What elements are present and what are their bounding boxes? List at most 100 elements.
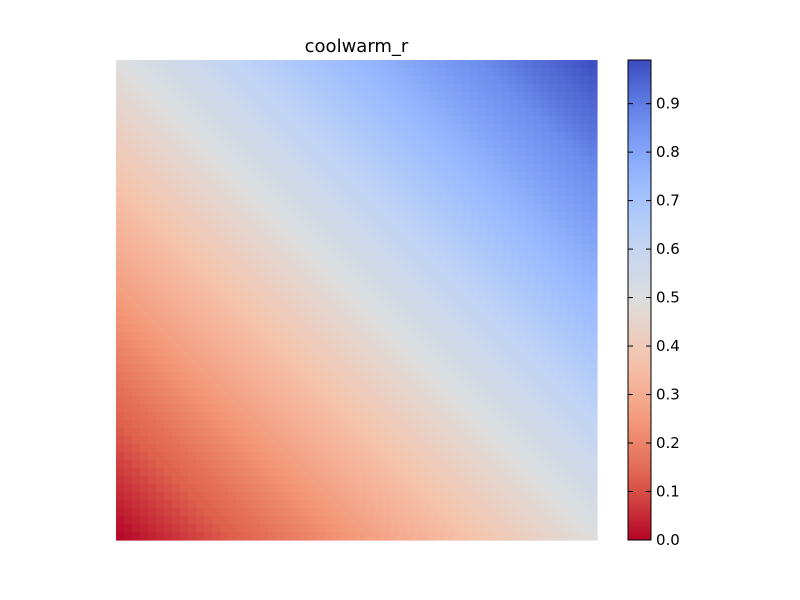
heatmap-cell bbox=[412, 172, 422, 181]
heatmap-cell bbox=[300, 228, 309, 237]
heatmap-cell bbox=[436, 156, 446, 165]
heatmap-cell bbox=[476, 516, 486, 525]
heatmap-cell bbox=[284, 364, 293, 373]
heatmap-cell bbox=[348, 124, 358, 133]
heatmap-cell bbox=[420, 260, 430, 269]
heatmap-cell bbox=[500, 340, 510, 349]
heatmap-cell bbox=[412, 428, 422, 437]
heatmap-cell bbox=[180, 124, 189, 133]
heatmap-cell bbox=[388, 436, 398, 445]
heatmap-cell bbox=[236, 404, 245, 413]
heatmap-cell bbox=[372, 516, 382, 525]
heatmap-cell bbox=[476, 244, 486, 253]
heatmap-cell bbox=[428, 412, 438, 421]
heatmap-cell bbox=[164, 244, 173, 253]
colorbar-tick-label: 0.1 bbox=[656, 483, 680, 501]
heatmap-cell bbox=[220, 412, 229, 421]
heatmap-cell bbox=[156, 444, 165, 453]
heatmap-cell bbox=[252, 92, 261, 101]
heatmap-cell bbox=[324, 220, 334, 229]
heatmap-cell bbox=[164, 460, 173, 469]
heatmap-cell bbox=[148, 100, 157, 109]
heatmap-cell bbox=[444, 212, 454, 221]
heatmap-cell bbox=[388, 452, 398, 461]
heatmap-cell bbox=[476, 100, 486, 109]
heatmap-cell bbox=[332, 252, 342, 261]
heatmap-cell bbox=[548, 468, 558, 477]
heatmap-cell bbox=[244, 108, 253, 117]
heatmap-cell bbox=[404, 508, 414, 517]
heatmap-cell bbox=[428, 244, 438, 253]
heatmap-cell bbox=[508, 92, 518, 101]
heatmap-cell bbox=[548, 180, 558, 189]
heatmap-cell bbox=[148, 492, 157, 501]
heatmap-cell bbox=[388, 76, 398, 85]
heatmap-cell bbox=[308, 68, 318, 77]
heatmap-cell bbox=[308, 188, 318, 197]
heatmap-cell bbox=[492, 516, 502, 525]
heatmap-cell bbox=[124, 132, 133, 141]
heatmap-cell bbox=[580, 68, 590, 77]
heatmap-cell bbox=[268, 156, 277, 165]
heatmap-cell bbox=[236, 356, 245, 365]
heatmap-cell bbox=[580, 476, 590, 485]
heatmap-cell bbox=[252, 292, 261, 301]
heatmap-cell bbox=[316, 188, 326, 197]
heatmap-cell bbox=[324, 340, 334, 349]
heatmap-cell bbox=[364, 316, 374, 325]
heatmap-cell bbox=[420, 236, 430, 245]
heatmap-cell bbox=[292, 332, 301, 341]
heatmap-cell bbox=[580, 84, 590, 93]
heatmap-cell bbox=[132, 244, 141, 253]
heatmap-cell bbox=[412, 100, 422, 109]
heatmap-cell bbox=[508, 340, 518, 349]
heatmap-cell bbox=[172, 188, 181, 197]
heatmap-cell bbox=[404, 396, 414, 405]
heatmap-cell bbox=[380, 196, 390, 205]
heatmap-cell bbox=[436, 468, 446, 477]
heatmap-cell bbox=[180, 412, 189, 421]
heatmap-cell bbox=[164, 436, 173, 445]
heatmap-cell bbox=[420, 204, 430, 213]
heatmap-cell bbox=[300, 116, 309, 125]
heatmap-cell bbox=[236, 284, 245, 293]
heatmap-cell bbox=[540, 332, 550, 341]
heatmap-cell bbox=[508, 292, 518, 301]
heatmap-cell bbox=[428, 252, 438, 261]
heatmap-cell bbox=[300, 180, 309, 189]
heatmap-cell bbox=[396, 92, 406, 101]
heatmap-cell bbox=[484, 108, 494, 117]
heatmap-cell bbox=[420, 364, 430, 373]
heatmap-cell bbox=[524, 244, 534, 253]
heatmap-cell bbox=[380, 468, 390, 477]
heatmap-cell bbox=[476, 204, 486, 213]
heatmap-cell bbox=[476, 76, 486, 85]
heatmap-cell bbox=[148, 268, 157, 277]
heatmap-cell bbox=[212, 340, 221, 349]
heatmap-cell bbox=[516, 476, 526, 485]
heatmap-cell bbox=[236, 60, 245, 69]
heatmap-cell bbox=[188, 164, 197, 173]
heatmap-cell bbox=[444, 276, 454, 285]
heatmap-cell bbox=[572, 436, 582, 445]
heatmap-cell bbox=[468, 332, 478, 341]
heatmap-cell bbox=[260, 380, 269, 389]
heatmap-cell bbox=[348, 316, 358, 325]
heatmap-cell bbox=[492, 348, 502, 357]
heatmap-cell bbox=[140, 292, 149, 301]
heatmap-cell bbox=[388, 308, 398, 317]
heatmap-cell bbox=[412, 84, 422, 93]
heatmap-cell bbox=[492, 436, 502, 445]
heatmap-cell bbox=[268, 244, 277, 253]
heatmap-cell bbox=[444, 340, 454, 349]
heatmap-cell bbox=[380, 532, 390, 541]
heatmap-cell bbox=[484, 324, 494, 333]
heatmap-cell bbox=[260, 244, 269, 253]
heatmap-cell bbox=[364, 508, 374, 517]
heatmap-cell bbox=[284, 396, 293, 405]
heatmap-cell bbox=[484, 284, 494, 293]
heatmap-cell bbox=[428, 236, 438, 245]
heatmap-cell bbox=[468, 476, 478, 485]
heatmap-cell bbox=[316, 340, 326, 349]
heatmap-cell bbox=[276, 316, 285, 325]
